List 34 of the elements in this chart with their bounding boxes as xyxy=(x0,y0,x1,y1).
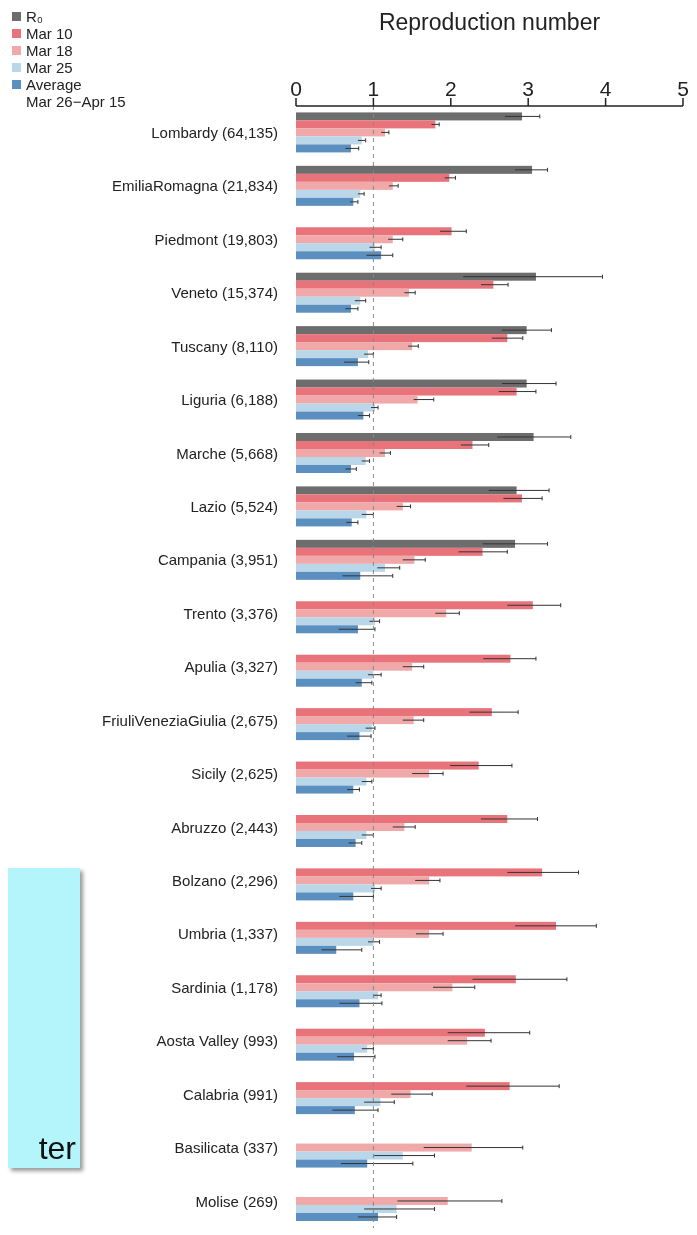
x-tick-label: 5 xyxy=(677,77,689,100)
y-tick-label: Sicily (2,625) xyxy=(191,765,278,783)
y-tick-label: Sardinia (1,178) xyxy=(171,978,278,996)
x-axis-title: Reproduction number xyxy=(378,9,601,36)
x-tick-label: 3 xyxy=(522,77,535,100)
y-tick-label: Umbria (1,337) xyxy=(177,925,278,943)
y-tick-label: Marche (5,668) xyxy=(176,444,278,462)
x-tick-label: 0 xyxy=(290,77,302,100)
legend-label: R₀ xyxy=(26,8,44,25)
y-tick-label: Basilicata (337) xyxy=(174,1139,278,1157)
y-tick-label: Abruzzo (2,443) xyxy=(171,818,278,836)
y-tick-label: Molise (269) xyxy=(195,1192,278,1210)
y-tick-label: Piedmont (19,803) xyxy=(154,230,278,248)
y-tick-label: Lombardy (64,135) xyxy=(151,124,278,142)
x-tick-label: 1 xyxy=(367,77,380,100)
y-tick-label: Calabria (991) xyxy=(182,1085,278,1103)
callout-box: ter xyxy=(8,868,80,1168)
y-tick-label: Veneto (15,374) xyxy=(171,284,278,302)
y-tick-label: Lazio (5,524) xyxy=(190,498,278,516)
legend-label: Mar 18 xyxy=(26,42,73,59)
x-tick-label: 2 xyxy=(444,77,457,100)
legend-label: Mar 10 xyxy=(26,25,73,42)
y-tick-label: Aosta Valley (993) xyxy=(156,1032,278,1050)
y-tick-label: Apulia (3,327) xyxy=(184,658,278,676)
y-tick-label: EmiliaRomagna (21,834) xyxy=(112,177,278,195)
y-tick-label: FriuliVeneziaGiulia (2,675) xyxy=(102,711,278,729)
y-tick-label: Trento (3,376) xyxy=(183,604,278,622)
y-tick-label: Campania (3,951) xyxy=(157,551,278,569)
x-tick-label: 4 xyxy=(599,77,612,100)
legend-label: Mar 25 xyxy=(26,59,73,76)
y-tick-label: Liguria (6,188) xyxy=(181,391,278,409)
y-tick-label: Tuscany (8,110) xyxy=(171,337,278,355)
y-tick-label: Bolzano (2,296) xyxy=(172,872,278,890)
legend-label: Average Mar 26−Apr 15 xyxy=(26,76,126,110)
